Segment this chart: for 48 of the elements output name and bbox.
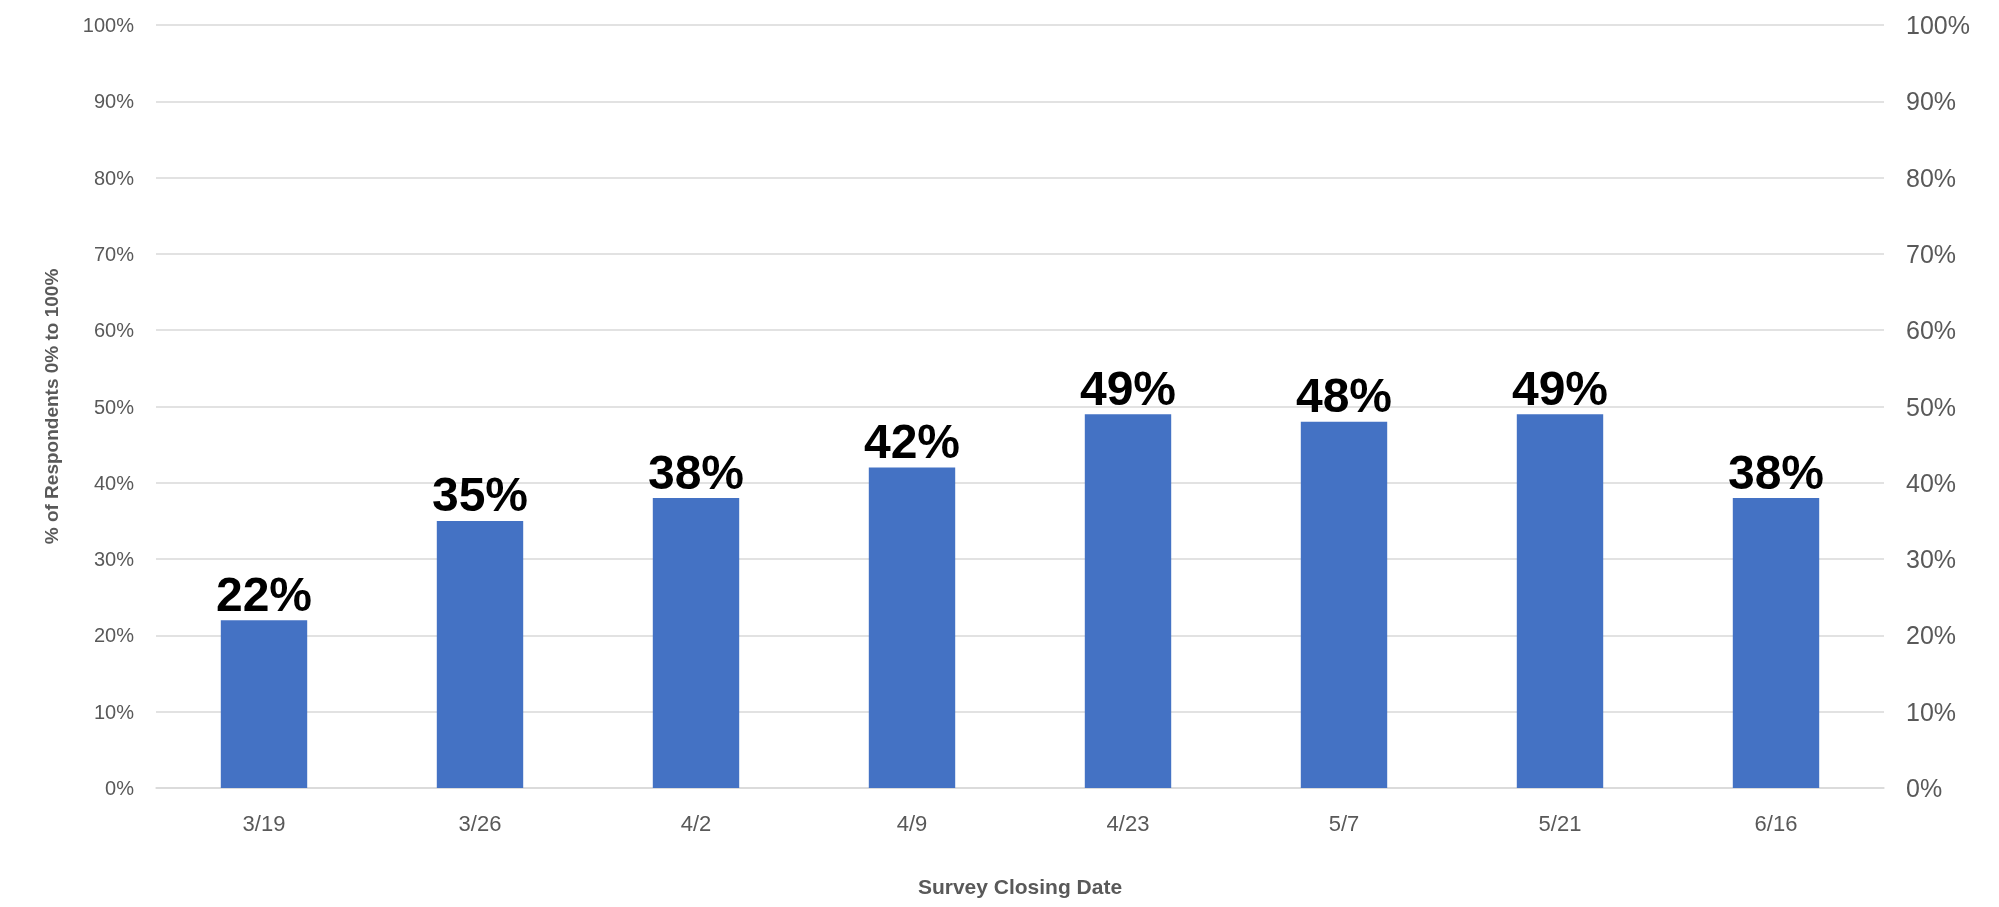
y-tick-label: 10% <box>93 700 135 723</box>
bar <box>868 467 956 788</box>
y2-tick-label: 90% <box>1906 87 1957 116</box>
bar <box>1084 414 1172 788</box>
bar <box>220 620 308 788</box>
x-tick-label: 4/2 <box>680 810 712 836</box>
y2-tick-label: 50% <box>1906 392 1957 421</box>
y2-tick-label: 100% <box>1906 11 1970 39</box>
data-label: 38% <box>647 445 745 499</box>
x-tick-label: 3/19 <box>242 810 286 836</box>
x-tick-label: 5/21 <box>1538 810 1582 836</box>
data-label: 22% <box>215 567 313 621</box>
y-tick-label: 30% <box>93 548 135 571</box>
data-label: 35% <box>431 468 529 522</box>
data-label: 49% <box>1511 361 1609 415</box>
y-tick-label: 70% <box>93 242 135 265</box>
y-tick-label: 60% <box>93 319 135 342</box>
y-tick-label: 80% <box>93 166 135 189</box>
y-tick-label: 20% <box>93 624 135 647</box>
bar <box>1300 421 1388 788</box>
x-tick-label: 4/23 <box>1106 810 1150 836</box>
y-tick-label: 50% <box>93 395 135 418</box>
y-axis-title: % of Respondents 0% to 100% <box>41 268 62 545</box>
y2-tick-label: 60% <box>1906 316 1957 345</box>
y2-tick-label: 40% <box>1906 468 1957 497</box>
y-tick-label: 0% <box>105 777 135 799</box>
x-tick-label: 6/16 <box>1754 810 1798 836</box>
data-label: 48% <box>1295 369 1393 423</box>
y-tick-label: 90% <box>93 90 135 113</box>
y2-tick-label: 10% <box>1906 697 1957 726</box>
y2-tick-label: 80% <box>1906 163 1957 192</box>
y2-tick-label: 70% <box>1906 239 1957 268</box>
data-label: 42% <box>863 415 961 469</box>
data-label: 38% <box>1727 445 1825 499</box>
x-tick-label: 3/26 <box>458 810 502 836</box>
bar <box>652 498 740 788</box>
y2-tick-label: 0% <box>1906 774 1943 802</box>
x-tick-label: 4/9 <box>896 810 928 836</box>
x-tick-label: 5/7 <box>1328 810 1360 836</box>
bar <box>436 520 524 788</box>
x-axis-title: Survey Closing Date <box>917 875 1123 898</box>
y2-tick-label: 20% <box>1906 621 1957 650</box>
y-tick-label: 40% <box>93 471 135 494</box>
bar <box>1732 498 1820 788</box>
y2-tick-label: 30% <box>1906 545 1957 574</box>
data-label: 49% <box>1079 361 1177 415</box>
bar <box>1516 414 1604 788</box>
y-tick-label: 100% <box>82 14 135 36</box>
